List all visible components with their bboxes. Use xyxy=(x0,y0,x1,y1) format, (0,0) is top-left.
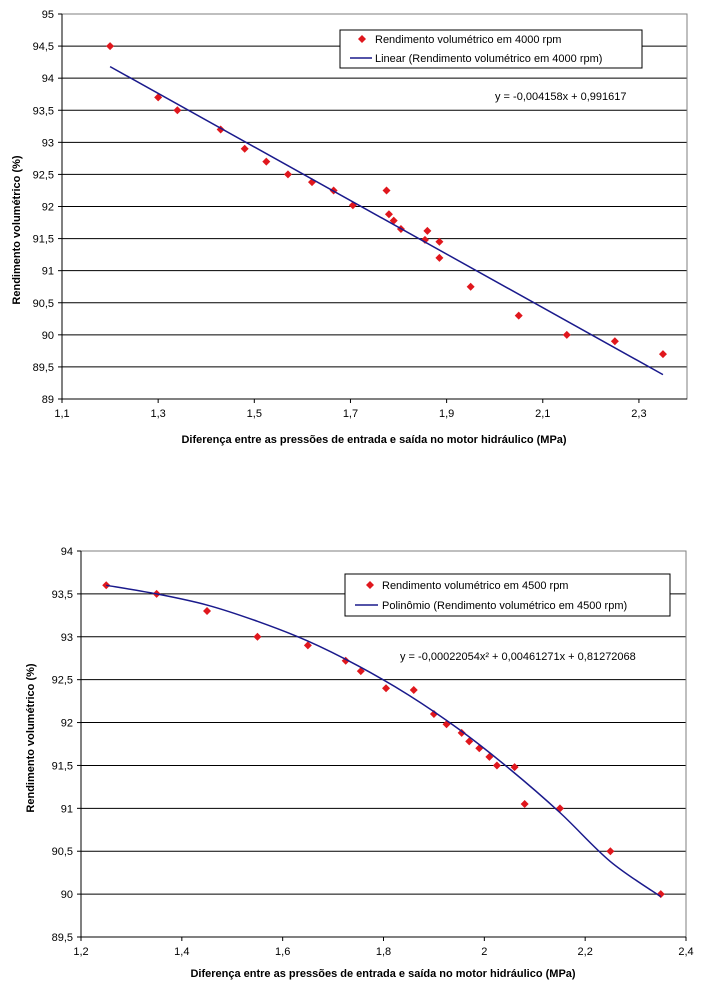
data-point xyxy=(465,737,474,746)
x-tick-label: 1,4 xyxy=(174,946,189,958)
data-point xyxy=(610,337,619,346)
data-point xyxy=(466,282,475,291)
data-point xyxy=(492,761,501,770)
y-tick-label: 89,5 xyxy=(33,362,54,374)
x-tick-label: 1,2 xyxy=(73,946,88,958)
data-point xyxy=(253,632,262,641)
x-tick-label: 2,2 xyxy=(578,946,593,958)
data-point xyxy=(356,667,365,676)
chart-4000rpm-equation: y = -0,004158x + 0,991617 xyxy=(495,91,627,103)
data-point xyxy=(435,237,444,246)
chart-4500rpm: 89,5 90 90,5 91 91,5 92 92,5 93 93,5 94 1,2 1,4 1,6 1… xyxy=(0,538,707,996)
y-tick-label: 92,5 xyxy=(33,169,54,181)
x-tick-label: 1,6 xyxy=(275,946,290,958)
y-tick-label: 91 xyxy=(42,266,54,278)
data-point xyxy=(457,728,466,737)
data-point xyxy=(341,656,350,665)
data-point xyxy=(154,93,163,102)
data-point xyxy=(475,744,484,753)
data-point xyxy=(240,144,249,153)
x-tick-label: 2,3 xyxy=(631,408,646,420)
trendline xyxy=(109,65,664,376)
y-tick-label: 93,5 xyxy=(52,589,73,601)
chart-4000rpm-ylabel: Rendimento volumétrico (%) xyxy=(11,155,23,304)
data-point xyxy=(203,607,212,616)
data-point xyxy=(555,804,564,813)
legend-series-line-2: Polinômio (Rendimento volumétrico em 450… xyxy=(382,600,627,612)
y-tick-label: 89 xyxy=(42,394,54,406)
chart-4500rpm-ylabel: Rendimento volumétrico (%) xyxy=(25,663,37,812)
y-tick-label: 91,5 xyxy=(33,234,54,246)
x-tick-label: 1,7 xyxy=(343,408,358,420)
chart-4500rpm-xlabel: Diferença entre as pressões de entrada e… xyxy=(190,968,575,980)
x-tick-label: 2 xyxy=(481,946,487,958)
chart-4500rpm-svg: 89,5 90 90,5 91 91,5 92 92,5 93 93,5 94 1,2 1,4 1,6 1… xyxy=(25,546,694,980)
y-tick-label: 89,5 xyxy=(52,932,73,944)
data-point xyxy=(262,157,271,166)
x-tick-label: 1,3 xyxy=(151,408,166,420)
data-point xyxy=(283,170,292,179)
data-point xyxy=(658,350,667,359)
y-tick-label: 90,5 xyxy=(52,846,73,858)
chart-4000rpm: 89 89,5 90 90,5 91 91,5 92 92,5 93 93,5 94 94,5 95 1,… xyxy=(0,0,707,455)
y-tick-label: 94 xyxy=(42,73,54,85)
legend-diamond-marker-1 xyxy=(358,35,366,43)
legend-diamond-marker-2 xyxy=(366,581,374,589)
y-tick-label: 90,5 xyxy=(33,298,54,310)
data-point xyxy=(106,42,115,51)
data-point xyxy=(389,216,398,225)
data-point xyxy=(562,330,571,339)
y-tick-label: 93 xyxy=(61,632,73,644)
x-tick-label: 2,4 xyxy=(678,946,693,958)
y-tick-label: 94 xyxy=(61,546,73,558)
legend-series-points-1: Rendimento volumétrico em 4000 rpm xyxy=(375,34,561,46)
x-tick-label: 1,1 xyxy=(54,408,69,420)
data-point xyxy=(382,186,391,195)
trendline xyxy=(106,584,662,898)
y-tick-label: 93 xyxy=(42,137,54,149)
x-tick-label: 1,5 xyxy=(247,408,262,420)
data-point xyxy=(435,253,444,262)
chart-4000rpm-svg: 89 89,5 90 90,5 91 91,5 92 92,5 93 93,5 94 94,5 95 1,… xyxy=(11,9,688,446)
y-tick-label: 91,5 xyxy=(52,760,73,772)
data-point xyxy=(606,847,615,856)
data-point xyxy=(429,709,438,718)
x-tick-label: 1,9 xyxy=(439,408,454,420)
data-point xyxy=(514,311,523,320)
y-tick-label: 93,5 xyxy=(33,105,54,117)
data-point xyxy=(423,226,432,235)
chart-4000rpm-xlabel: Diferença entre as pressões de entrada e… xyxy=(181,434,566,446)
y-tick-label: 94,5 xyxy=(33,41,54,53)
data-point xyxy=(384,210,393,219)
y-tick-label: 91 xyxy=(61,803,73,815)
data-point xyxy=(102,581,111,590)
chart-4000rpm-legend: Rendimento volumétrico em 4000 rpm Linea… xyxy=(339,29,643,69)
y-tick-label: 90 xyxy=(61,889,73,901)
chart-4500rpm-legend: Rendimento volumétrico em 4500 rpm Polin… xyxy=(344,573,671,617)
y-tick-label: 90 xyxy=(42,330,54,342)
legend-series-line-1: Linear (Rendimento volumétrico em 4000 r… xyxy=(375,53,602,65)
y-tick-label: 92 xyxy=(42,202,54,214)
data-point xyxy=(420,235,429,244)
chart-4500rpm-equation: y = -0,00022054x² + 0,00461271x + 0,8127… xyxy=(400,651,636,663)
data-point xyxy=(409,685,418,694)
legend-series-points-2: Rendimento volumétrico em 4500 rpm xyxy=(382,580,568,592)
data-point xyxy=(510,763,519,772)
y-tick-label: 95 xyxy=(42,9,54,21)
data-point xyxy=(520,800,529,809)
data-point xyxy=(303,641,312,650)
y-tick-label: 92,5 xyxy=(52,675,73,687)
x-tick-label: 2,1 xyxy=(535,408,550,420)
data-point xyxy=(173,106,182,115)
y-tick-label: 92 xyxy=(61,718,73,730)
x-tick-label: 1,8 xyxy=(376,946,391,958)
data-point xyxy=(382,684,391,693)
